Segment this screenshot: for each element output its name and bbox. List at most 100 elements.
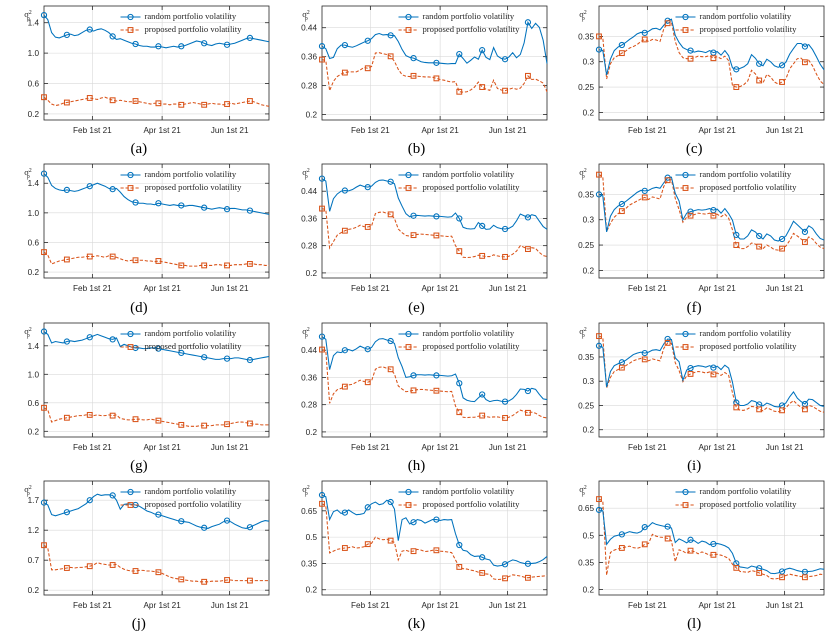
- marker-proposed: [364, 224, 371, 231]
- marker-proposed: [109, 561, 116, 568]
- marker-proposed: [596, 33, 603, 40]
- y-tick-label: 0.2: [583, 425, 595, 434]
- marker-random: [410, 54, 417, 62]
- panel-caption: (i): [687, 457, 702, 474]
- x-tick-label: Feb 1st 21: [351, 601, 390, 610]
- series-line: [321, 178, 547, 231]
- marker-proposed: [456, 248, 462, 255]
- legend-label-random: random portfolio volatility: [422, 11, 514, 21]
- legend-label-random: random portfolio volatility: [145, 486, 237, 496]
- x-tick-label: Apr 1st 21: [421, 284, 459, 293]
- marker-proposed: [224, 262, 230, 269]
- marker-proposed: [619, 364, 626, 371]
- marker-proposed: [710, 370, 717, 377]
- y-tick-label: 0.5: [583, 531, 595, 540]
- marker-random: [364, 184, 371, 191]
- marker-proposed: [642, 194, 649, 201]
- marker-proposed: [63, 99, 70, 106]
- y-tick-label: 0.35: [578, 191, 594, 200]
- y-tick-label: 0.6: [28, 80, 40, 89]
- y-tick-label: 0.36: [301, 215, 317, 224]
- y-tick-label: 0.5: [305, 533, 317, 542]
- marker-proposed: [501, 87, 508, 94]
- y-tick-label: 0.2: [583, 108, 595, 117]
- marker-proposed: [619, 50, 626, 57]
- marker-random: [687, 47, 694, 54]
- marker-proposed: [433, 547, 439, 553]
- marker-random: [687, 208, 694, 216]
- y-tick-label: 0.25: [578, 401, 594, 410]
- x-tick-label: Apr 1st 21: [699, 126, 737, 135]
- panel-caption: (e): [408, 299, 425, 316]
- marker-random: [364, 503, 371, 511]
- x-tick-label: Jun 1st 21: [211, 443, 249, 452]
- plot-area: 0.2 0.25 0.3 0.35 Feb 1st 21 Apr 1st 21 Jun 1s…: [555, 0, 833, 158]
- plot-area: 0.2 0.35 0.5 0.65 Feb 1st 21 Apr 1st 21 Jun 1s…: [555, 475, 833, 633]
- marker-random: [246, 34, 254, 42]
- marker-random: [664, 335, 672, 342]
- y-tick-label: 1.0: [28, 49, 40, 58]
- y-tick-label: 0.25: [578, 83, 594, 92]
- x-tick-label: Feb 1st 21: [73, 284, 112, 293]
- marker-proposed: [456, 88, 462, 95]
- marker-proposed: [178, 421, 185, 428]
- x-tick-label: Apr 1st 21: [699, 443, 737, 452]
- y-tick-label: 1.4: [28, 19, 40, 28]
- plot-area: 0.2 0.6 1.0 1.4 Feb 1st 21 Apr 1st 21 Jun 1st …: [0, 158, 278, 316]
- chart-panel-a: 0.2 0.6 1.0 1.4 Feb 1st 21 Apr 1st 21 Jun 1st …: [0, 0, 278, 158]
- marker-proposed: [364, 65, 371, 72]
- marker-proposed: [318, 56, 325, 63]
- marker-random: [641, 187, 649, 195]
- x-tick-label: Jun 1st 21: [488, 601, 526, 610]
- marker-proposed: [132, 257, 139, 264]
- marker-proposed: [132, 98, 139, 104]
- plot-area: 0.2 0.7 1.2 1.7 Feb 1st 21 Apr 1st 21 Jun 1st …: [0, 475, 278, 633]
- chart-panel-e: 0.2 0.28 0.36 0.44 Feb 1st 21 Apr 1st 21 Jun 1…: [278, 158, 556, 316]
- series-line: [321, 335, 547, 402]
- marker-random: [318, 43, 325, 50]
- x-tick-label: Apr 1st 21: [143, 126, 181, 135]
- marker-random: [40, 170, 48, 177]
- legend-label-proposed: proposed portfolio volatility: [422, 340, 520, 350]
- plot-area: 0.2 0.25 0.3 0.35 Feb 1st 21 Apr 1st 21 Jun 1s…: [555, 317, 833, 475]
- marker-random: [524, 560, 531, 567]
- marker-random: [664, 523, 672, 530]
- x-tick-label: Jun 1st 21: [766, 601, 804, 610]
- marker-random: [201, 204, 208, 212]
- y-tick-label: 0.2: [305, 269, 317, 278]
- marker-random: [318, 175, 325, 183]
- y-tick-label: 0.2: [583, 585, 595, 594]
- y-tick-label: 0.44: [301, 346, 317, 355]
- marker-random: [596, 342, 603, 349]
- panel-caption: (d): [130, 299, 148, 316]
- marker-proposed: [733, 564, 740, 571]
- marker-proposed: [247, 261, 253, 268]
- marker-proposed: [687, 370, 694, 377]
- chart-panel-i: 0.2 0.25 0.3 0.35 Feb 1st 21 Apr 1st 21 Jun 1s…: [555, 317, 833, 475]
- marker-random: [86, 183, 93, 190]
- marker-random: [178, 43, 185, 50]
- marker-random: [132, 199, 139, 206]
- marker-proposed: [596, 495, 603, 502]
- marker-proposed: [642, 541, 649, 548]
- marker-random: [733, 232, 740, 239]
- marker-proposed: [86, 95, 93, 101]
- marker-proposed: [387, 365, 394, 372]
- marker-proposed: [387, 53, 394, 60]
- marker-proposed: [410, 72, 417, 79]
- marker-proposed: [132, 415, 139, 422]
- marker-proposed: [410, 232, 417, 239]
- y-axis-label: σ2 p: [24, 484, 32, 497]
- y-tick-label: 0.6: [28, 239, 40, 248]
- marker-random: [478, 553, 485, 561]
- x-tick-label: Apr 1st 21: [143, 284, 181, 293]
- marker-proposed: [642, 36, 649, 43]
- marker-proposed: [802, 574, 809, 580]
- marker-random: [524, 214, 531, 221]
- y-axis-label: σ2 p: [580, 326, 588, 339]
- series-line: [599, 498, 825, 580]
- marker-random: [201, 40, 208, 47]
- chart-panel-k: 0.2 0.35 0.5 0.65 Feb 1st 21 Apr 1st 21 Jun 1s…: [278, 475, 556, 633]
- marker-proposed: [802, 239, 809, 246]
- series-line: [43, 544, 269, 583]
